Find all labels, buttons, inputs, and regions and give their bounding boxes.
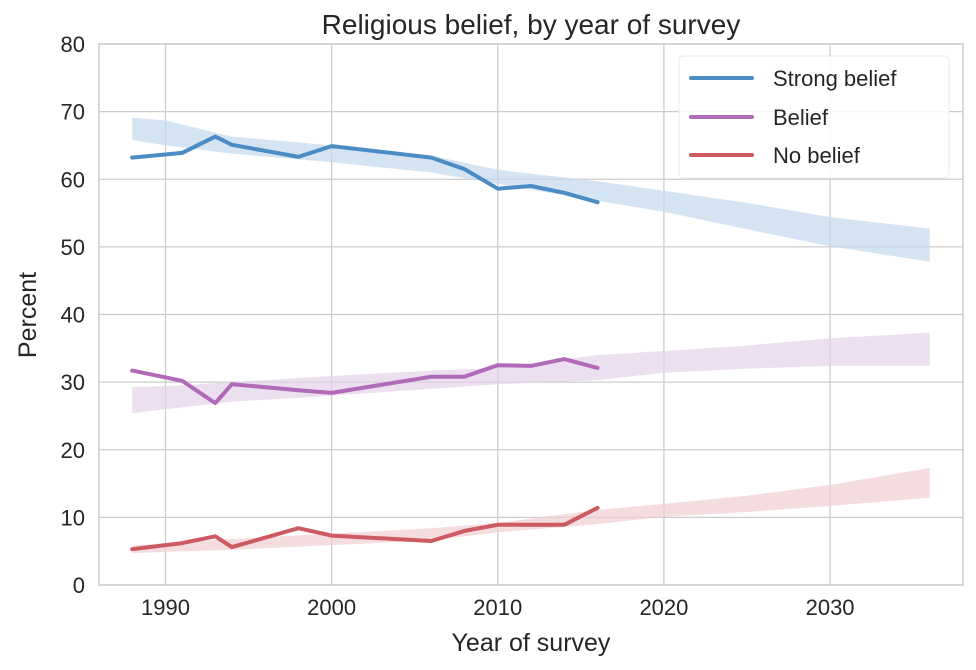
point-no-belief	[180, 541, 184, 545]
point-no-belief	[130, 547, 134, 551]
x-tick-label: 2010	[473, 595, 522, 620]
point-belief	[213, 401, 217, 405]
point-no-belief	[230, 545, 234, 549]
x-tick-label: 1990	[141, 595, 190, 620]
point-belief	[429, 375, 433, 379]
point-strong-belief	[180, 151, 184, 155]
y-tick-label: 60	[61, 167, 85, 192]
legend-label-no-belief: No belief	[773, 143, 861, 168]
point-belief	[562, 357, 566, 361]
x-axis-title: Year of survey	[452, 629, 611, 657]
point-strong-belief	[130, 156, 134, 160]
point-no-belief	[213, 534, 217, 538]
point-belief	[330, 391, 334, 395]
point-strong-belief	[230, 143, 234, 147]
point-no-belief	[429, 539, 433, 543]
point-belief	[130, 369, 134, 373]
band-no-belief	[132, 468, 930, 554]
point-no-belief	[496, 523, 500, 527]
point-strong-belief	[429, 156, 433, 160]
point-strong-belief	[595, 200, 599, 204]
y-tick-label: 70	[61, 100, 85, 125]
y-tick-label: 40	[61, 303, 85, 328]
point-strong-belief	[213, 135, 217, 139]
point-strong-belief	[496, 187, 500, 191]
point-no-belief	[296, 526, 300, 530]
point-belief	[230, 382, 234, 386]
point-no-belief	[463, 529, 467, 533]
legend-label-belief: Belief	[773, 105, 829, 130]
point-no-belief	[562, 523, 566, 527]
point-belief	[180, 379, 184, 383]
point-belief	[529, 364, 533, 368]
y-tick-label: 20	[61, 438, 85, 463]
x-tick-label: 2030	[806, 595, 855, 620]
point-strong-belief	[296, 155, 300, 159]
line-strong-belief	[130, 134, 600, 205]
point-belief	[463, 375, 467, 379]
y-tick-label: 10	[61, 505, 85, 530]
y-tick-label: 0	[73, 573, 85, 598]
plot-frame	[98, 43, 964, 586]
line-belief	[130, 357, 600, 406]
chart-title: Religious belief, by year of survey	[322, 9, 741, 40]
band-strong-belief	[132, 117, 930, 262]
y-tick-label: 80	[61, 32, 85, 57]
legend-box	[678, 55, 950, 179]
point-belief	[496, 363, 500, 367]
point-belief	[595, 366, 599, 370]
legend-label-strong-belief: Strong belief	[773, 66, 897, 91]
point-no-belief	[595, 506, 599, 510]
point-no-belief	[330, 534, 334, 538]
y-tick-label: 30	[61, 370, 85, 395]
line-no-belief	[130, 505, 600, 552]
x-tick-label: 2020	[639, 595, 688, 620]
point-strong-belief	[463, 167, 467, 171]
point-belief	[296, 388, 300, 392]
point-strong-belief	[330, 144, 334, 148]
point-strong-belief	[529, 184, 533, 188]
y-tick-label: 50	[61, 235, 85, 260]
legend: Strong belief Belief No belief	[678, 55, 950, 179]
x-tick-label: 2000	[307, 595, 356, 620]
series-lines	[130, 134, 600, 552]
point-no-belief	[529, 523, 533, 527]
point-strong-belief	[562, 191, 566, 195]
y-axis-title: Percent	[14, 272, 42, 358]
